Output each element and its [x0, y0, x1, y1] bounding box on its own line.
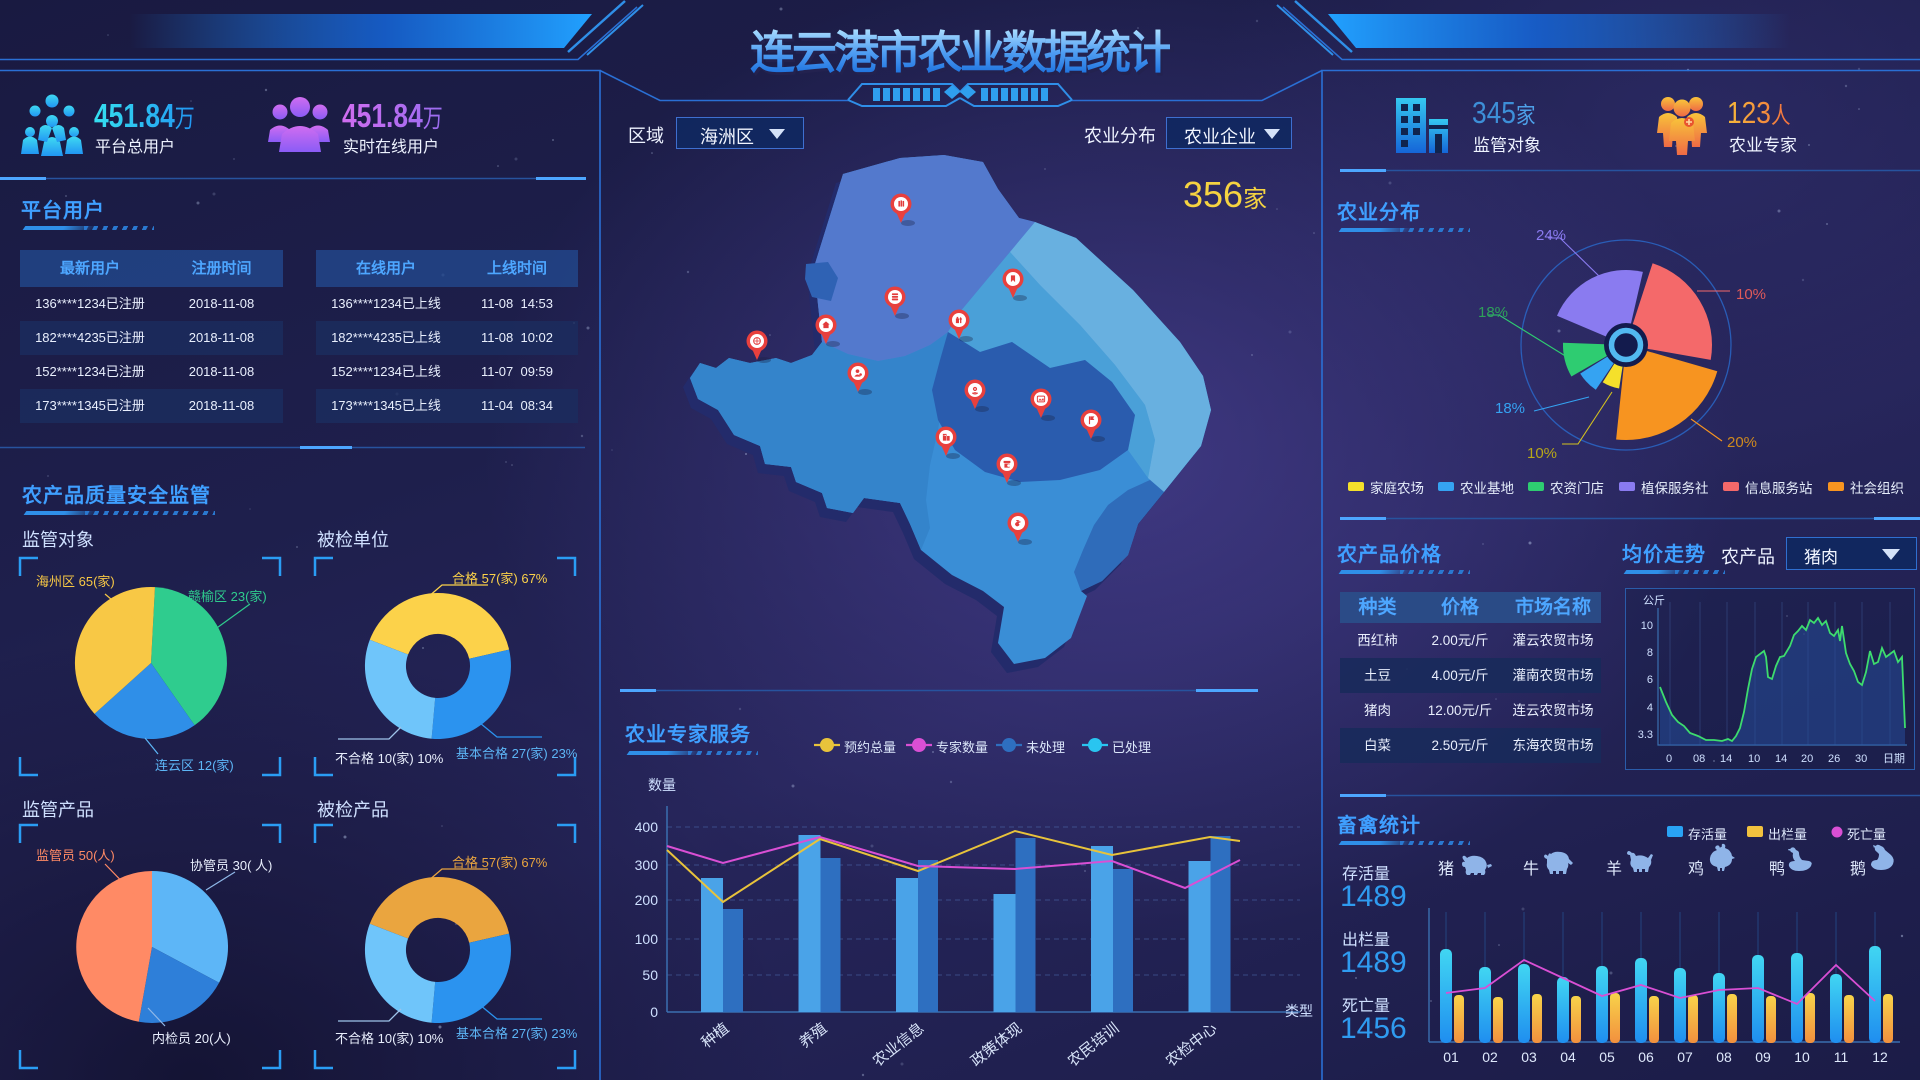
svg-text:公斤: 公斤	[1643, 594, 1665, 607]
svg-text:200: 200	[635, 892, 659, 908]
svg-text:合格 57(家) 67%: 合格 57(家) 67%	[452, 855, 548, 870]
svg-text:内检员 20(人): 内检员 20(人)	[152, 1031, 231, 1046]
svg-text:20: 20	[1801, 753, 1813, 765]
svg-text:8: 8	[1647, 647, 1653, 659]
svg-text:类型: 类型	[1285, 1003, 1313, 1019]
svg-text:4: 4	[1647, 702, 1653, 714]
svg-text:18%: 18%	[1478, 304, 1508, 321]
svg-text:基本合格 27(家) 23%: 基本合格 27(家) 23%	[456, 746, 578, 761]
svg-text:信息服务站: 信息服务站	[1745, 480, 1813, 496]
svg-text:基本合格 27(家) 23%: 基本合格 27(家) 23%	[456, 1026, 578, 1041]
svg-text:连云区 12(家): 连云区 12(家)	[155, 758, 234, 773]
svg-text:社会组织: 社会组织	[1850, 481, 1904, 496]
svg-text:未处理: 未处理	[1026, 740, 1065, 755]
svg-text:11: 11	[1834, 1049, 1849, 1065]
svg-text:14: 14	[1775, 753, 1787, 765]
svg-text:10: 10	[1641, 620, 1653, 632]
svg-text:预约总量: 预约总量	[844, 740, 896, 755]
svg-text:01: 01	[1443, 1049, 1459, 1065]
svg-text:赣榆区 23(家): 赣榆区 23(家)	[188, 589, 267, 604]
svg-text:羊: 羊	[1606, 860, 1622, 878]
svg-text:04: 04	[1560, 1049, 1576, 1065]
svg-text:50: 50	[642, 967, 658, 983]
svg-text:合格 57(家) 67%: 合格 57(家) 67%	[452, 571, 548, 586]
svg-text:鸡: 鸡	[1688, 860, 1704, 878]
svg-text:12: 12	[1872, 1049, 1888, 1065]
svg-text:日期: 日期	[1883, 752, 1905, 765]
svg-text:已处理: 已处理	[1112, 740, 1151, 755]
svg-text:300: 300	[635, 857, 659, 873]
svg-text:农业基地: 农业基地	[1460, 480, 1514, 496]
svg-text:20%: 20%	[1727, 434, 1757, 451]
svg-text:10: 10	[1748, 753, 1760, 765]
svg-text:10: 10	[1794, 1049, 1810, 1065]
svg-text:出栏量: 出栏量	[1768, 827, 1807, 842]
svg-text:鸭: 鸭	[1769, 860, 1785, 878]
svg-text:07: 07	[1677, 1049, 1693, 1065]
svg-text:100: 100	[635, 931, 659, 947]
svg-text:08: 08	[1693, 753, 1705, 765]
svg-text:不合格 10(家) 10%: 不合格 10(家) 10%	[335, 1031, 444, 1046]
svg-text:400: 400	[635, 819, 659, 835]
svg-text:03: 03	[1521, 1049, 1537, 1065]
svg-text:08: 08	[1716, 1049, 1732, 1065]
svg-text:14: 14	[1720, 753, 1732, 765]
svg-text:02: 02	[1482, 1049, 1498, 1065]
svg-text:18%: 18%	[1495, 400, 1525, 417]
svg-text:专家数量: 专家数量	[936, 740, 988, 755]
svg-text:10%: 10%	[1736, 286, 1766, 303]
svg-text:0: 0	[650, 1004, 658, 1020]
svg-text:监管员 50(人): 监管员 50(人)	[36, 848, 115, 863]
svg-text:猪: 猪	[1438, 860, 1454, 878]
svg-text:存活量: 存活量	[1688, 827, 1727, 842]
svg-text:30: 30	[1855, 753, 1867, 765]
svg-text:农资门店: 农资门店	[1550, 481, 1604, 496]
svg-text:数量: 数量	[648, 777, 676, 793]
svg-text:0: 0	[1666, 753, 1672, 765]
svg-text:26: 26	[1828, 753, 1840, 765]
svg-text:3.3: 3.3	[1638, 729, 1653, 741]
svg-text:09: 09	[1755, 1049, 1771, 1065]
svg-text:10%: 10%	[1527, 445, 1557, 462]
svg-text:24%: 24%	[1536, 227, 1566, 244]
svg-text:6: 6	[1647, 674, 1653, 686]
svg-text:协管员 30( 人): 协管员 30( 人)	[190, 858, 272, 873]
svg-text:06: 06	[1638, 1049, 1654, 1065]
svg-text:05: 05	[1599, 1049, 1615, 1065]
svg-text:不合格 10(家) 10%: 不合格 10(家) 10%	[335, 751, 444, 766]
svg-text:死亡量: 死亡量	[1847, 827, 1886, 842]
svg-text:牛: 牛	[1523, 860, 1539, 878]
svg-text:家庭农场: 家庭农场	[1370, 480, 1424, 496]
svg-text:海州区 65(家): 海州区 65(家)	[36, 574, 115, 589]
svg-text:植保服务社: 植保服务社	[1641, 481, 1709, 496]
svg-text:鹅: 鹅	[1850, 860, 1866, 878]
